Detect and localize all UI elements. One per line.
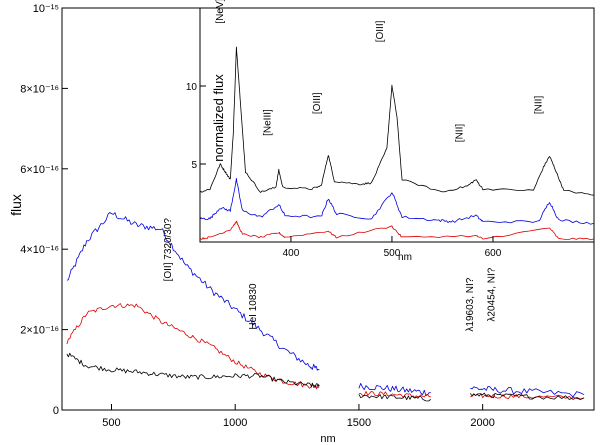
series-line-blue (199, 178, 595, 225)
inset-annotation-group: [NeV] [NeIII] [OIII] [OIII] [NII] [NII] (215, 0, 544, 142)
annotation-label: [OIII] (312, 92, 323, 114)
y-tick-label: 6×10⁻¹⁶ (20, 164, 59, 176)
annotation-label: λ19603, NI? (465, 277, 476, 331)
x-tick-label: 600 (485, 248, 502, 259)
y-tick-label: 8×10⁻¹⁶ (20, 83, 59, 95)
x-tick-label: 500 (102, 417, 120, 429)
inset-y-axis-label: normalized flux (211, 74, 226, 162)
annotation-label: λ20454, NI? (487, 267, 498, 321)
y-tick-label: 10⁻¹⁵ (33, 3, 59, 15)
series-line-red (199, 220, 595, 241)
x-tick-label: 1500 (347, 417, 371, 429)
annotation-label: [NII] (534, 96, 545, 115)
y-tick-label: 10 (186, 82, 198, 93)
annotation-label: [OII] 7320/30? (163, 218, 174, 282)
annotation-label: [OIII] (375, 20, 386, 42)
x-tick-label: 2000 (470, 417, 494, 429)
series-line-blue (66, 212, 585, 398)
inset-x-axis-label: nm (398, 252, 412, 263)
series-line-black (199, 46, 595, 196)
inset-background (200, 8, 594, 242)
y-tick-label: 4×10⁻¹⁶ (20, 244, 59, 256)
inset-tick-group: 400 500 600 5 10 (186, 82, 502, 259)
annotation-label: HeI 10830 (248, 283, 259, 330)
y-tick-label: 0 (53, 405, 59, 417)
y-tick-label: 5 (191, 160, 197, 171)
x-tick-label: 400 (283, 248, 300, 259)
main-plot: 500 1000 1500 2000 0 2×10⁻¹⁶ 4×10⁻¹⁶ 6×10⁻¹⁶ 8×1… (8, 3, 595, 445)
annotation-label: [NII] (455, 124, 466, 143)
series-line-black (66, 352, 585, 402)
main-y-axis-label: flux (8, 194, 24, 216)
annotation-label: [NeV] (215, 0, 226, 24)
inset-plot: 400 500 600 5 10 [NeV] [NeIII] [OIII] [OIII] [NI… (186, 0, 595, 263)
inset-series-group (199, 46, 595, 241)
x-tick-label: 500 (384, 248, 401, 259)
main-series-group (66, 212, 585, 402)
annotation-label: [NeIII] (263, 109, 274, 136)
main-x-axis-label: nm (320, 433, 335, 445)
inset-plot-frame (199, 7, 595, 243)
main-annotation-group: [OII] 7320/30? HeI 10830 λ19603, NI? λ20454… (163, 218, 498, 332)
x-tick-label: 1000 (223, 417, 247, 429)
y-tick-label: 2×10⁻¹⁶ (20, 325, 59, 337)
